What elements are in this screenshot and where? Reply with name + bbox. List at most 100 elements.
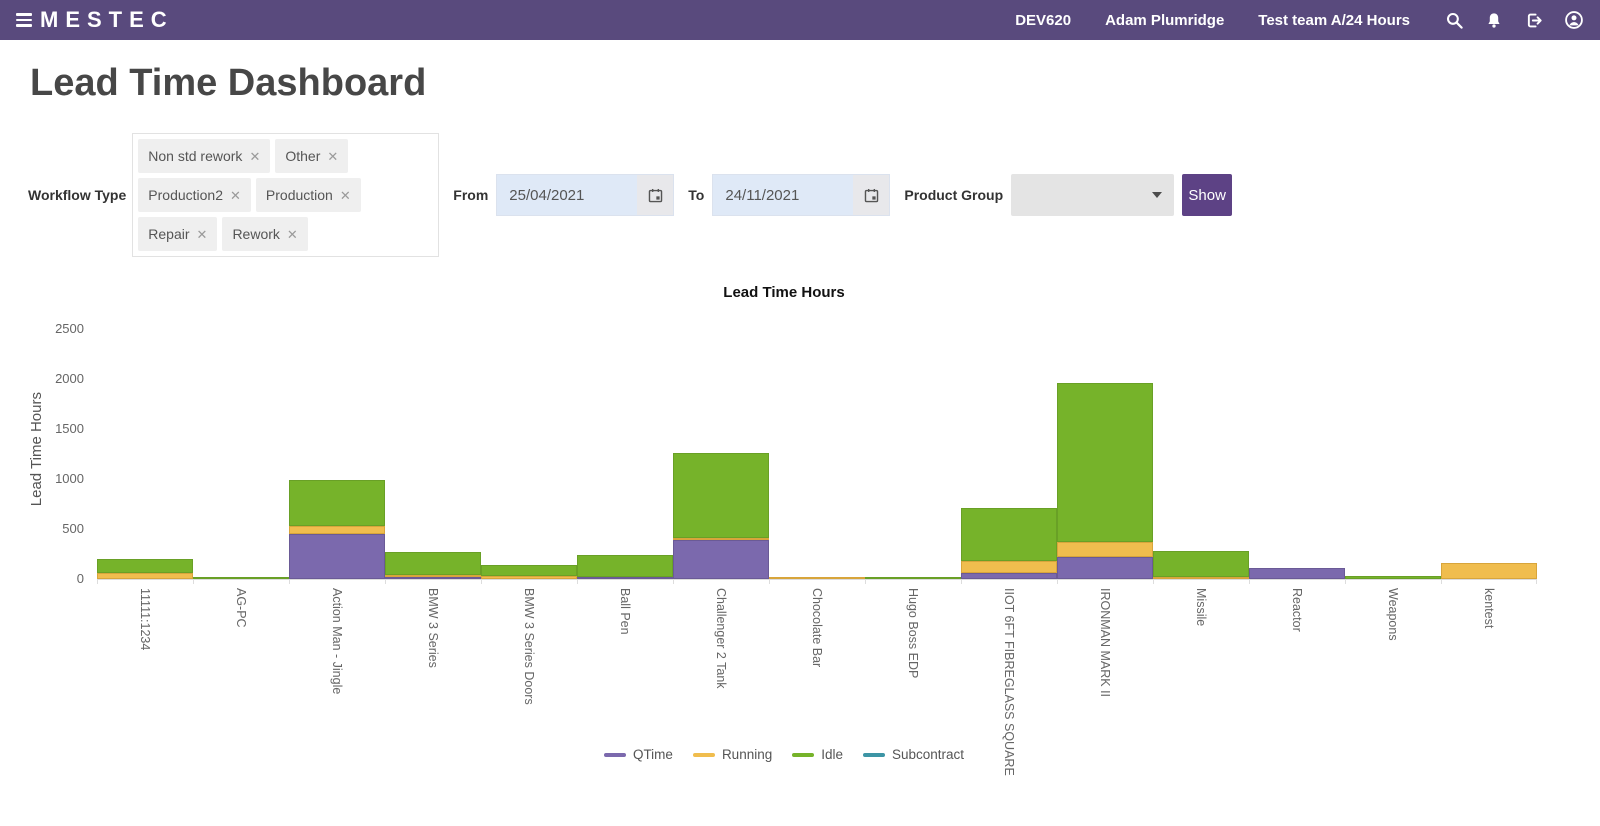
legend-item-subcontract[interactable]: Subcontract	[863, 747, 964, 762]
chip-remove-icon[interactable]: ✕	[339, 187, 351, 203]
workflow-chip[interactable]: Repair ✕	[138, 217, 218, 251]
from-date-input[interactable]	[497, 175, 638, 215]
to-date-input[interactable]	[713, 175, 854, 215]
x-axis-category-label: Ball Pen	[618, 588, 632, 635]
segment-running[interactable]	[961, 561, 1057, 573]
x-axis-tick	[385, 579, 386, 584]
bar-action-man-jingle[interactable]	[289, 279, 385, 579]
y-axis-tick-label: 500	[62, 521, 84, 536]
from-calendar-icon[interactable]	[637, 175, 674, 215]
show-button[interactable]: Show	[1182, 174, 1233, 216]
legend-marker-icon	[792, 752, 815, 757]
legend-item-idle[interactable]: Idle	[792, 747, 843, 762]
workflow-chip[interactable]: Production2 ✕	[138, 178, 251, 212]
logout-icon[interactable]	[1524, 10, 1544, 30]
team-shift-label[interactable]: Test team A/24 Hours	[1258, 11, 1410, 29]
lead-time-chart: Lead Time Hours Lead Time Hours 0 500 1000…	[0, 279, 1568, 784]
bar-bmw-3-series[interactable]	[385, 279, 481, 579]
segment-running[interactable]	[97, 573, 193, 579]
segment-idle[interactable]	[1057, 383, 1153, 542]
workflow-chip[interactable]: Rework ✕	[222, 217, 308, 251]
product-group-dropdown[interactable]	[1011, 174, 1175, 216]
chip-remove-icon[interactable]: ✕	[286, 226, 298, 242]
x-axis-tick	[1345, 579, 1346, 584]
segment-running[interactable]	[673, 537, 769, 540]
brand-logo[interactable]: MESTEC	[16, 7, 174, 33]
current-user-label[interactable]: Adam Plumridge	[1105, 11, 1225, 29]
segment-idle[interactable]	[577, 555, 673, 577]
user-profile-icon[interactable]	[1564, 10, 1584, 30]
workflow-chip-label: Production2	[148, 187, 223, 203]
bar-ag-pc[interactable]	[193, 279, 289, 579]
x-axis-tick	[193, 579, 194, 584]
segment-qtime[interactable]	[1249, 567, 1345, 579]
chip-remove-icon[interactable]: ✕	[327, 148, 339, 164]
segment-idle[interactable]	[289, 480, 385, 526]
bar-reactor[interactable]	[1249, 279, 1345, 579]
workflow-chip-label: Non std rework	[148, 148, 243, 164]
segment-idle[interactable]	[1345, 576, 1441, 579]
segment-running[interactable]	[481, 576, 577, 579]
x-axis-tick	[1536, 579, 1537, 584]
x-axis-category-label: Chocolate Bar	[810, 588, 824, 668]
bar-ball-pen[interactable]	[577, 279, 673, 579]
hamburger-menu-icon[interactable]	[16, 13, 32, 27]
segment-idle[interactable]	[193, 577, 289, 579]
workflow-chip[interactable]: Production ✕	[255, 178, 361, 212]
segment-qtime[interactable]	[1057, 557, 1153, 579]
bar-iiot-6ft-fibreglass-square[interactable]	[961, 279, 1057, 579]
bar-kentest[interactable]	[1441, 279, 1537, 579]
app-header: MESTEC DEV620 Adam Plumridge Test team A…	[0, 0, 1600, 40]
legend-label: QTime	[632, 747, 673, 762]
x-axis-tick	[961, 579, 962, 584]
segment-running[interactable]	[385, 575, 481, 577]
workflow-chip[interactable]: Non std rework ✕	[138, 139, 271, 173]
search-icon[interactable]	[1444, 10, 1464, 30]
segment-qtime[interactable]	[961, 573, 1057, 579]
segment-idle[interactable]	[1153, 550, 1249, 577]
segment-running[interactable]	[289, 526, 385, 534]
legend-item-running[interactable]: Running	[692, 747, 772, 762]
chip-remove-icon[interactable]: ✕	[230, 187, 241, 203]
workflow-type-multiselect[interactable]: Non std rework ✕ Other ✕ Production2 ✕ Product…	[132, 133, 440, 257]
legend-item-qtime[interactable]: QTime	[603, 747, 673, 762]
bar-chocolate-bar[interactable]	[769, 279, 865, 579]
segment-running[interactable]	[769, 577, 865, 579]
segment-running[interactable]	[1153, 577, 1249, 579]
x-axis-category-label: Action Man - Jingle	[330, 588, 344, 695]
bar-missile[interactable]	[1153, 279, 1249, 579]
x-axis-tick	[1441, 579, 1442, 584]
brand-name: MESTEC	[40, 7, 174, 32]
bar-weapons[interactable]	[1345, 279, 1441, 579]
segment-idle[interactable]	[961, 508, 1057, 561]
segment-idle[interactable]	[481, 565, 577, 576]
x-axis-category-label: Missile	[1194, 588, 1208, 627]
segment-running[interactable]	[1441, 562, 1537, 579]
workflow-chip[interactable]: Other ✕	[275, 139, 349, 173]
bar-hugo-boss-edp[interactable]	[865, 279, 961, 579]
bar-ironman-mark-ii[interactable]	[1057, 279, 1153, 579]
to-calendar-icon[interactable]	[853, 175, 890, 215]
from-label: From	[453, 187, 489, 203]
segment-qtime[interactable]	[289, 534, 385, 579]
segment-idle[interactable]	[97, 559, 193, 573]
bar-bmw-3-series-doors[interactable]	[481, 279, 577, 579]
chip-remove-icon[interactable]: ✕	[249, 148, 261, 164]
segment-running[interactable]	[1057, 542, 1153, 557]
x-axis-category-label: Reactor	[1290, 588, 1304, 632]
environment-label[interactable]: DEV620	[1015, 11, 1072, 29]
y-axis-tick-label: 2000	[55, 371, 84, 386]
from-date-field	[496, 174, 675, 216]
bar-challenger-2-tank[interactable]	[673, 279, 769, 579]
bar-11111-1234[interactable]	[97, 279, 193, 579]
chip-remove-icon[interactable]: ✕	[196, 226, 208, 242]
legend-marker-icon	[863, 752, 886, 757]
segment-idle[interactable]	[385, 551, 481, 575]
segment-idle[interactable]	[673, 452, 769, 538]
segment-qtime[interactable]	[673, 539, 769, 579]
notifications-bell-icon[interactable]	[1484, 10, 1504, 30]
segment-qtime[interactable]	[385, 577, 481, 579]
x-axis-category-label: Weapons	[1386, 588, 1400, 641]
segment-idle[interactable]	[865, 577, 961, 579]
segment-qtime[interactable]	[577, 577, 673, 579]
